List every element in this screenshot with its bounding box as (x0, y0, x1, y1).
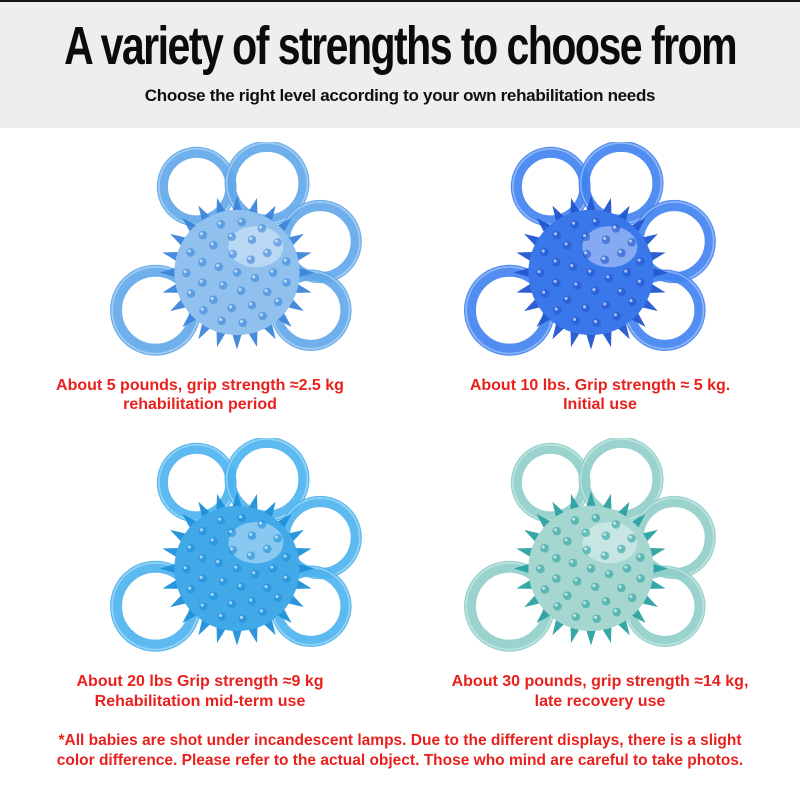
grip-ball-photo-20-pounds (92, 438, 382, 668)
product-cell-20-pounds: About 20 lbs Grip strength ≈9 kg Rehabil… (0, 438, 400, 710)
caption-line-2: late recovery use (534, 692, 666, 710)
product-caption: About 30 pounds, grip strength ≈14 kg, l… (400, 672, 800, 710)
caption-line-1: About 5 pounds, grip strength ≈2.5 kg (56, 377, 344, 394)
grip-ball-graphic (463, 438, 716, 653)
grip-ball-photo-30-pounds (446, 438, 736, 668)
grip-ball-graphic (109, 142, 362, 356)
page-subtitle: Choose the right level according to your… (144, 85, 656, 105)
products-grid: About 5 pounds, grip strength ≈2.5 kg re… (0, 128, 800, 711)
product-cell-5-pounds: About 5 pounds, grip strength ≈2.5 kg re… (0, 142, 400, 414)
caption-line-1: About 30 pounds, grip strength ≈14 kg, (451, 673, 749, 691)
grip-ball-graphic (109, 438, 362, 653)
caption-line-2: Rehabilitation mid-term use (94, 692, 306, 710)
product-cell-10-pounds: About 10 lbs. Grip strength ≈ 5 kg. Init… (400, 142, 800, 414)
caption-line-1: About 10 lbs. Grip strength ≈ 5 kg. (469, 377, 731, 394)
header-banner: A variety of strengths to choose from Ch… (0, 2, 800, 128)
disclaimer-text: *All babies are shot under incandescent … (56, 731, 744, 769)
product-caption: About 5 pounds, grip strength ≈2.5 kg re… (0, 376, 400, 414)
product-cell-30-pounds: About 30 pounds, grip strength ≈14 kg, l… (400, 438, 800, 710)
product-caption: About 20 lbs Grip strength ≈9 kg Rehabil… (0, 672, 400, 710)
grip-ball-photo-5-pounds (92, 142, 382, 372)
grip-ball-graphic (463, 142, 716, 356)
page-title: A variety of strengths to choose from (64, 16, 737, 76)
caption-line-2: Initial use (563, 396, 637, 414)
grip-ball-photo-10-pounds (446, 142, 736, 372)
caption-line-2: rehabilitation period (123, 396, 277, 414)
product-caption: About 10 lbs. Grip strength ≈ 5 kg. Init… (400, 376, 800, 414)
disclaimer-note: *All babies are shot under incandescent … (54, 731, 746, 771)
caption-line-1: About 20 lbs Grip strength ≈9 kg (76, 673, 324, 691)
